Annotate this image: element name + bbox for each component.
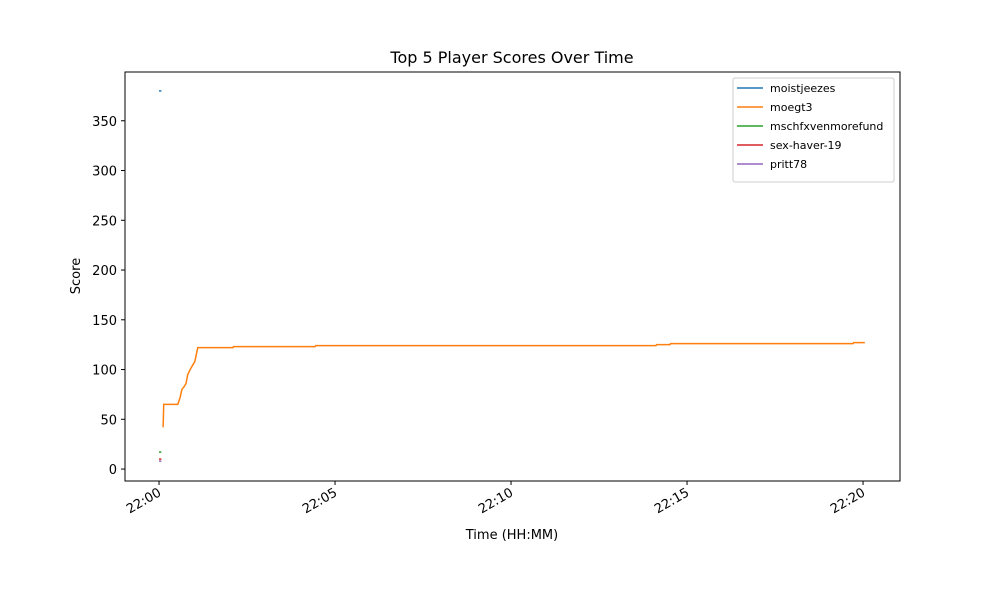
y-tick-label: 250 — [92, 214, 117, 229]
legend-label: pritt78 — [770, 158, 807, 171]
y-axis-label: Score — [69, 258, 84, 294]
y-tick-label: 150 — [92, 314, 117, 329]
x-axis-label: Time (HH:MM) — [465, 528, 558, 543]
legend-label: sex-haver-19 — [770, 139, 842, 152]
y-tick-label: 350 — [92, 115, 117, 130]
plot-frame — [124, 71, 901, 482]
y-tick-label: 0 — [109, 463, 117, 478]
legend-label: moegt3 — [770, 101, 813, 114]
legend-label: moistjeezes — [770, 82, 836, 95]
chart-title: Top 5 Player Scores Over Time — [389, 48, 633, 67]
legend-box — [732, 77, 895, 183]
y-tick-label: 50 — [100, 413, 117, 428]
y-tick-label: 100 — [92, 364, 117, 379]
y-tick-label: 300 — [92, 165, 117, 180]
y-tick-label: 200 — [92, 264, 117, 279]
legend-label: mschfxvenmorefund — [770, 120, 883, 133]
series-line — [162, 341, 865, 428]
